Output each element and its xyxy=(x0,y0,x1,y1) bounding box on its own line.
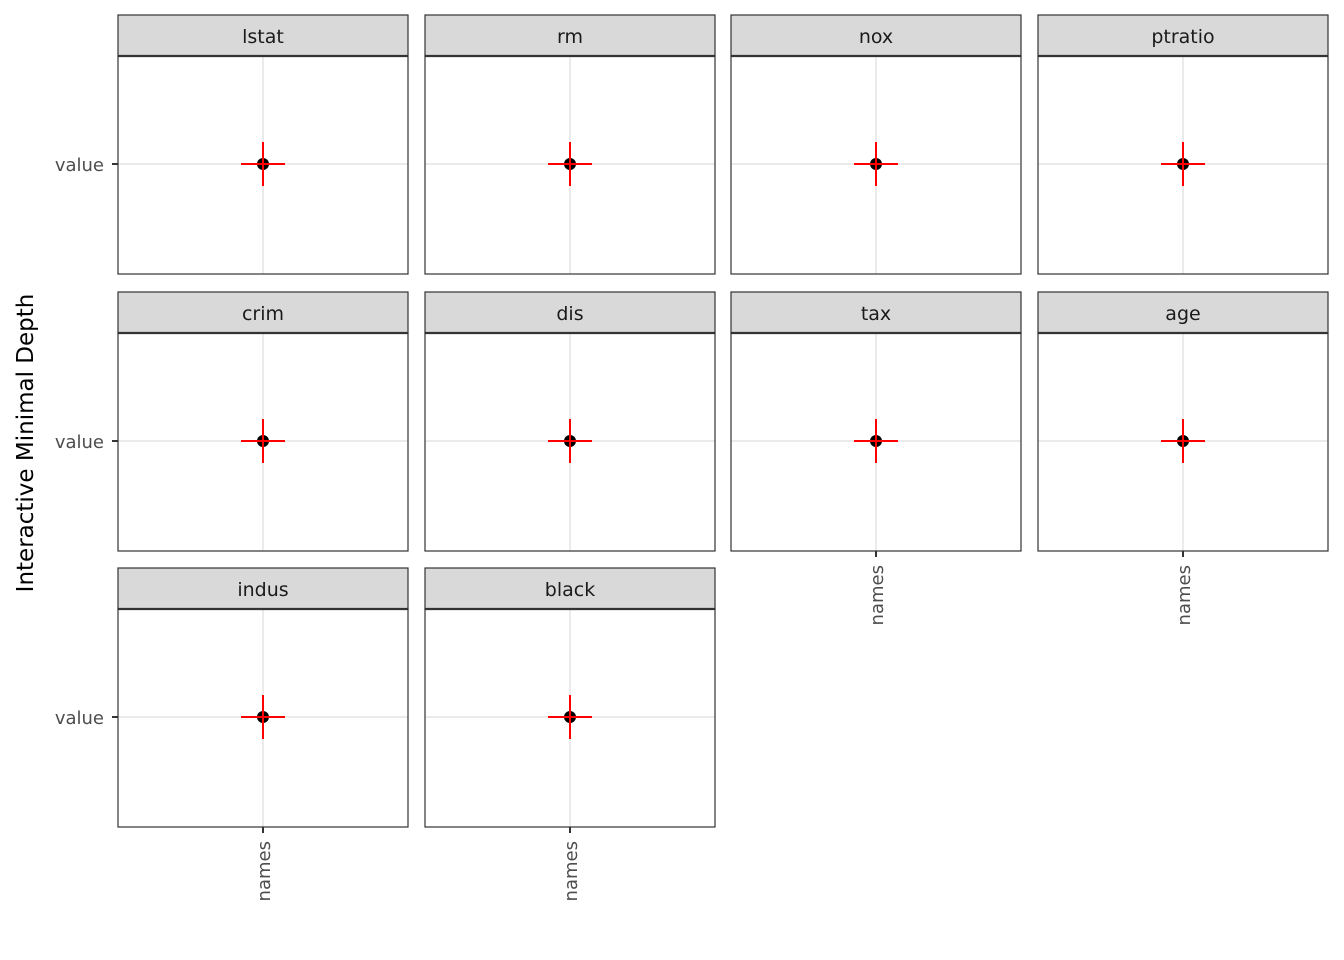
facet-strip xyxy=(1037,14,1329,57)
facet-rm: rm xyxy=(424,14,716,275)
facet-crim: crim value xyxy=(55,291,409,552)
facet-strip-label: age xyxy=(1165,303,1200,325)
facet-ptratio: ptratio xyxy=(1037,14,1329,275)
facet-strip xyxy=(1037,291,1329,334)
facet-strip-label: tax xyxy=(861,303,891,325)
y-axis-title: Interactive Minimal Depth xyxy=(13,294,39,593)
x-tick-label: names xyxy=(561,841,582,901)
facet-strip-label: nox xyxy=(859,26,893,48)
facet-strip xyxy=(730,291,1022,334)
facet-strip-label: dis xyxy=(556,303,583,325)
facet-tax: tax names xyxy=(730,291,1022,625)
x-tick-label: names xyxy=(1174,565,1195,625)
facet-strip xyxy=(117,14,409,57)
facet-panels: lstat value rm nox ptratio crim value dis tax nam… xyxy=(55,14,1329,901)
facet-dis: dis xyxy=(424,291,716,552)
y-tick-label: value xyxy=(55,432,104,453)
facet-strip-label: ptratio xyxy=(1151,26,1214,48)
facet-lstat: lstat value xyxy=(55,14,409,275)
x-tick-label: names xyxy=(867,565,888,625)
facet-strip xyxy=(117,291,409,334)
x-tick-label: names xyxy=(254,841,275,901)
facet-strip xyxy=(424,14,716,57)
facet-strip xyxy=(117,567,409,610)
facet-black: black names xyxy=(424,567,716,901)
y-tick-label: value xyxy=(55,708,104,729)
facet-nox: nox xyxy=(730,14,1022,275)
facet-strip-label: crim xyxy=(242,303,284,325)
facet-strip-label: black xyxy=(545,579,595,601)
facet-strip-label: rm xyxy=(557,26,583,48)
facet-strip xyxy=(424,567,716,610)
facet-strip xyxy=(730,14,1022,57)
facet-age: age names xyxy=(1037,291,1329,625)
y-tick-label: value xyxy=(55,155,104,176)
facet-strip-label: indus xyxy=(237,579,288,601)
facet-strip-label: lstat xyxy=(242,26,284,48)
facet-strip xyxy=(424,291,716,334)
facet-indus: indus value names xyxy=(55,567,409,901)
